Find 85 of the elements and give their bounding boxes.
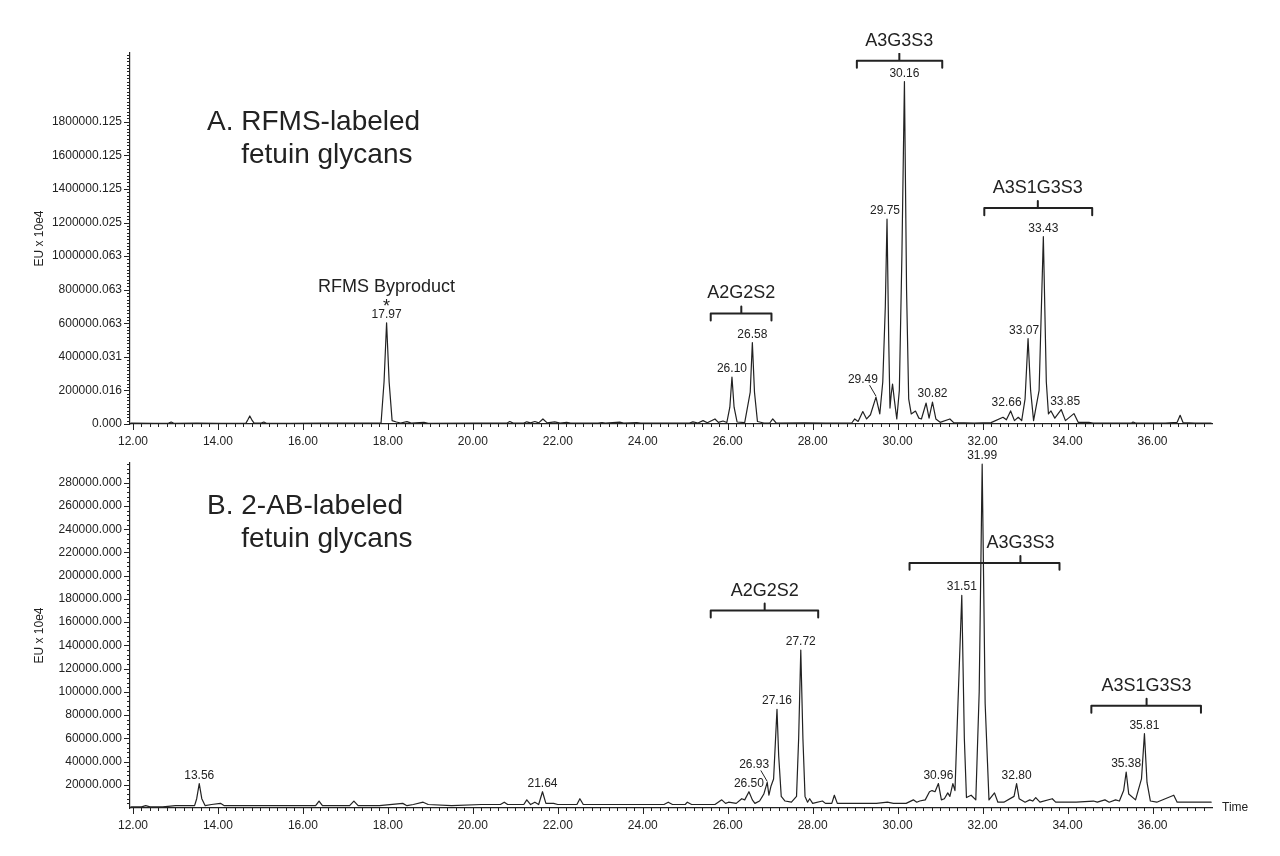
y-tick-label: 1800000.125 xyxy=(51,114,123,129)
x-tick-label: 32.00 xyxy=(967,433,998,448)
x-tick-label: 32.00 xyxy=(967,817,998,832)
y-tick-label: 60000.000 xyxy=(65,730,123,745)
annotation: 32.66 xyxy=(991,394,1022,409)
annotation: A3S1G3S3 xyxy=(992,177,1083,198)
annotation: A2G2S2 xyxy=(730,579,799,600)
x-tick-label: 16.00 xyxy=(287,433,319,448)
annotation: 26.50 xyxy=(733,775,765,790)
x-tick-label: 30.00 xyxy=(882,817,913,832)
y-tick-label: 260000.000 xyxy=(58,498,123,513)
annotation: RFMS Byproduct xyxy=(318,275,456,296)
annotation: 33.43 xyxy=(1028,220,1059,235)
x-tick-label: 20.00 xyxy=(457,433,489,448)
y-tick-label: 1400000.125 xyxy=(51,181,123,196)
text: B. 2-AB-labeled fetuin glycans xyxy=(207,489,413,553)
y-tick-label: 160000.000 xyxy=(58,614,123,629)
y-tick-label: 1000000.063 xyxy=(51,248,123,263)
annotation: 13.56 xyxy=(184,767,215,782)
annotation: A2G2S2 xyxy=(707,282,776,303)
annotation: 32.80 xyxy=(1001,767,1032,782)
y-tick-label: 120000.000 xyxy=(58,660,123,675)
x-tick-label: 26.00 xyxy=(712,433,744,448)
x-tick-label: 18.00 xyxy=(372,433,404,448)
y-tick-label: 200000.000 xyxy=(58,567,123,582)
x-tick-label: 12.00 xyxy=(117,817,149,832)
y-axis-title: EU x 10e4 xyxy=(31,210,46,267)
y-tick-label: 100000.000 xyxy=(58,684,123,699)
annotation: 35.38 xyxy=(1111,755,1142,770)
annotation: 35.81 xyxy=(1129,717,1160,732)
annotation: 26.58 xyxy=(737,326,768,341)
x-tick-label: 22.00 xyxy=(542,817,574,832)
y-tick-label: 1200000.025 xyxy=(51,214,123,229)
x-tick-label: 16.00 xyxy=(287,817,319,832)
y-tick-label: 0.000 xyxy=(91,416,123,431)
annotation: 30.82 xyxy=(917,386,948,401)
x-tick-label: 28.00 xyxy=(797,433,829,448)
x-tick-label: 34.00 xyxy=(1052,817,1083,832)
y-tick-label: 240000.000 xyxy=(58,521,123,536)
annotation: 33.07 xyxy=(1009,322,1040,337)
y-tick-label: 600000.063 xyxy=(58,315,123,330)
x-tick-label: 30.00 xyxy=(882,433,913,448)
y-tick-label: 1600000.125 xyxy=(51,147,123,162)
annotation: 27.16 xyxy=(761,693,793,708)
x-tick-label: 18.00 xyxy=(372,817,404,832)
x-tick-label: 14.00 xyxy=(202,817,234,832)
x-tick-label: 12.00 xyxy=(117,433,149,448)
x-tick-label: 26.00 xyxy=(712,817,744,832)
x-tick-label: 20.00 xyxy=(457,817,489,832)
y-tick-label: 40000.000 xyxy=(65,753,123,768)
x-tick-label: 36.00 xyxy=(1137,817,1168,832)
x-tick-label: 34.00 xyxy=(1052,433,1083,448)
annotation: 29.49 xyxy=(847,372,879,387)
x-tick-label: 24.00 xyxy=(627,433,659,448)
text: A. RFMS-labeled fetuin glycans xyxy=(207,105,421,169)
annotation: 31.99 xyxy=(967,448,998,463)
x-tick-label: 28.00 xyxy=(797,817,829,832)
annotation: 21.64 xyxy=(527,775,558,790)
y-axis-title: EU x 10e4 xyxy=(31,607,46,664)
annotation: 29.75 xyxy=(870,203,901,218)
annotation: 26.10 xyxy=(716,361,748,375)
annotation: 30.96 xyxy=(923,767,954,782)
y-tick-label: 220000.000 xyxy=(58,544,123,559)
annotation: 17.97 xyxy=(371,306,402,321)
y-tick-label: 200000.016 xyxy=(58,382,123,397)
x-tick-label: 36.00 xyxy=(1137,433,1168,448)
y-tick-label: 140000.000 xyxy=(58,637,123,652)
annotation: 30.16 xyxy=(889,65,920,80)
y-tick-label: 20000.000 xyxy=(65,777,123,792)
y-tick-label: 800000.063 xyxy=(58,282,123,297)
annotation: A3S1G3S3 xyxy=(1101,674,1192,695)
annotation: 27.72 xyxy=(785,634,817,649)
y-tick-label: 180000.000 xyxy=(58,591,123,606)
annotation: 26.93 xyxy=(739,757,770,772)
annotation: 31.51 xyxy=(946,579,978,594)
annotation: A3G3S3 xyxy=(986,531,1055,552)
x-tick-label: 14.00 xyxy=(202,433,234,448)
y-tick-label: 280000.000 xyxy=(58,475,123,490)
x-tick-label: 22.00 xyxy=(542,433,574,448)
annotation: A3G3S3 xyxy=(865,29,934,50)
y-tick-label: 80000.000 xyxy=(65,707,123,722)
x-tick-label: 24.00 xyxy=(627,817,659,832)
annotation: 33.85 xyxy=(1050,393,1081,408)
x-axis-title: Time xyxy=(1222,800,1249,815)
y-tick-label: 400000.031 xyxy=(58,349,123,364)
